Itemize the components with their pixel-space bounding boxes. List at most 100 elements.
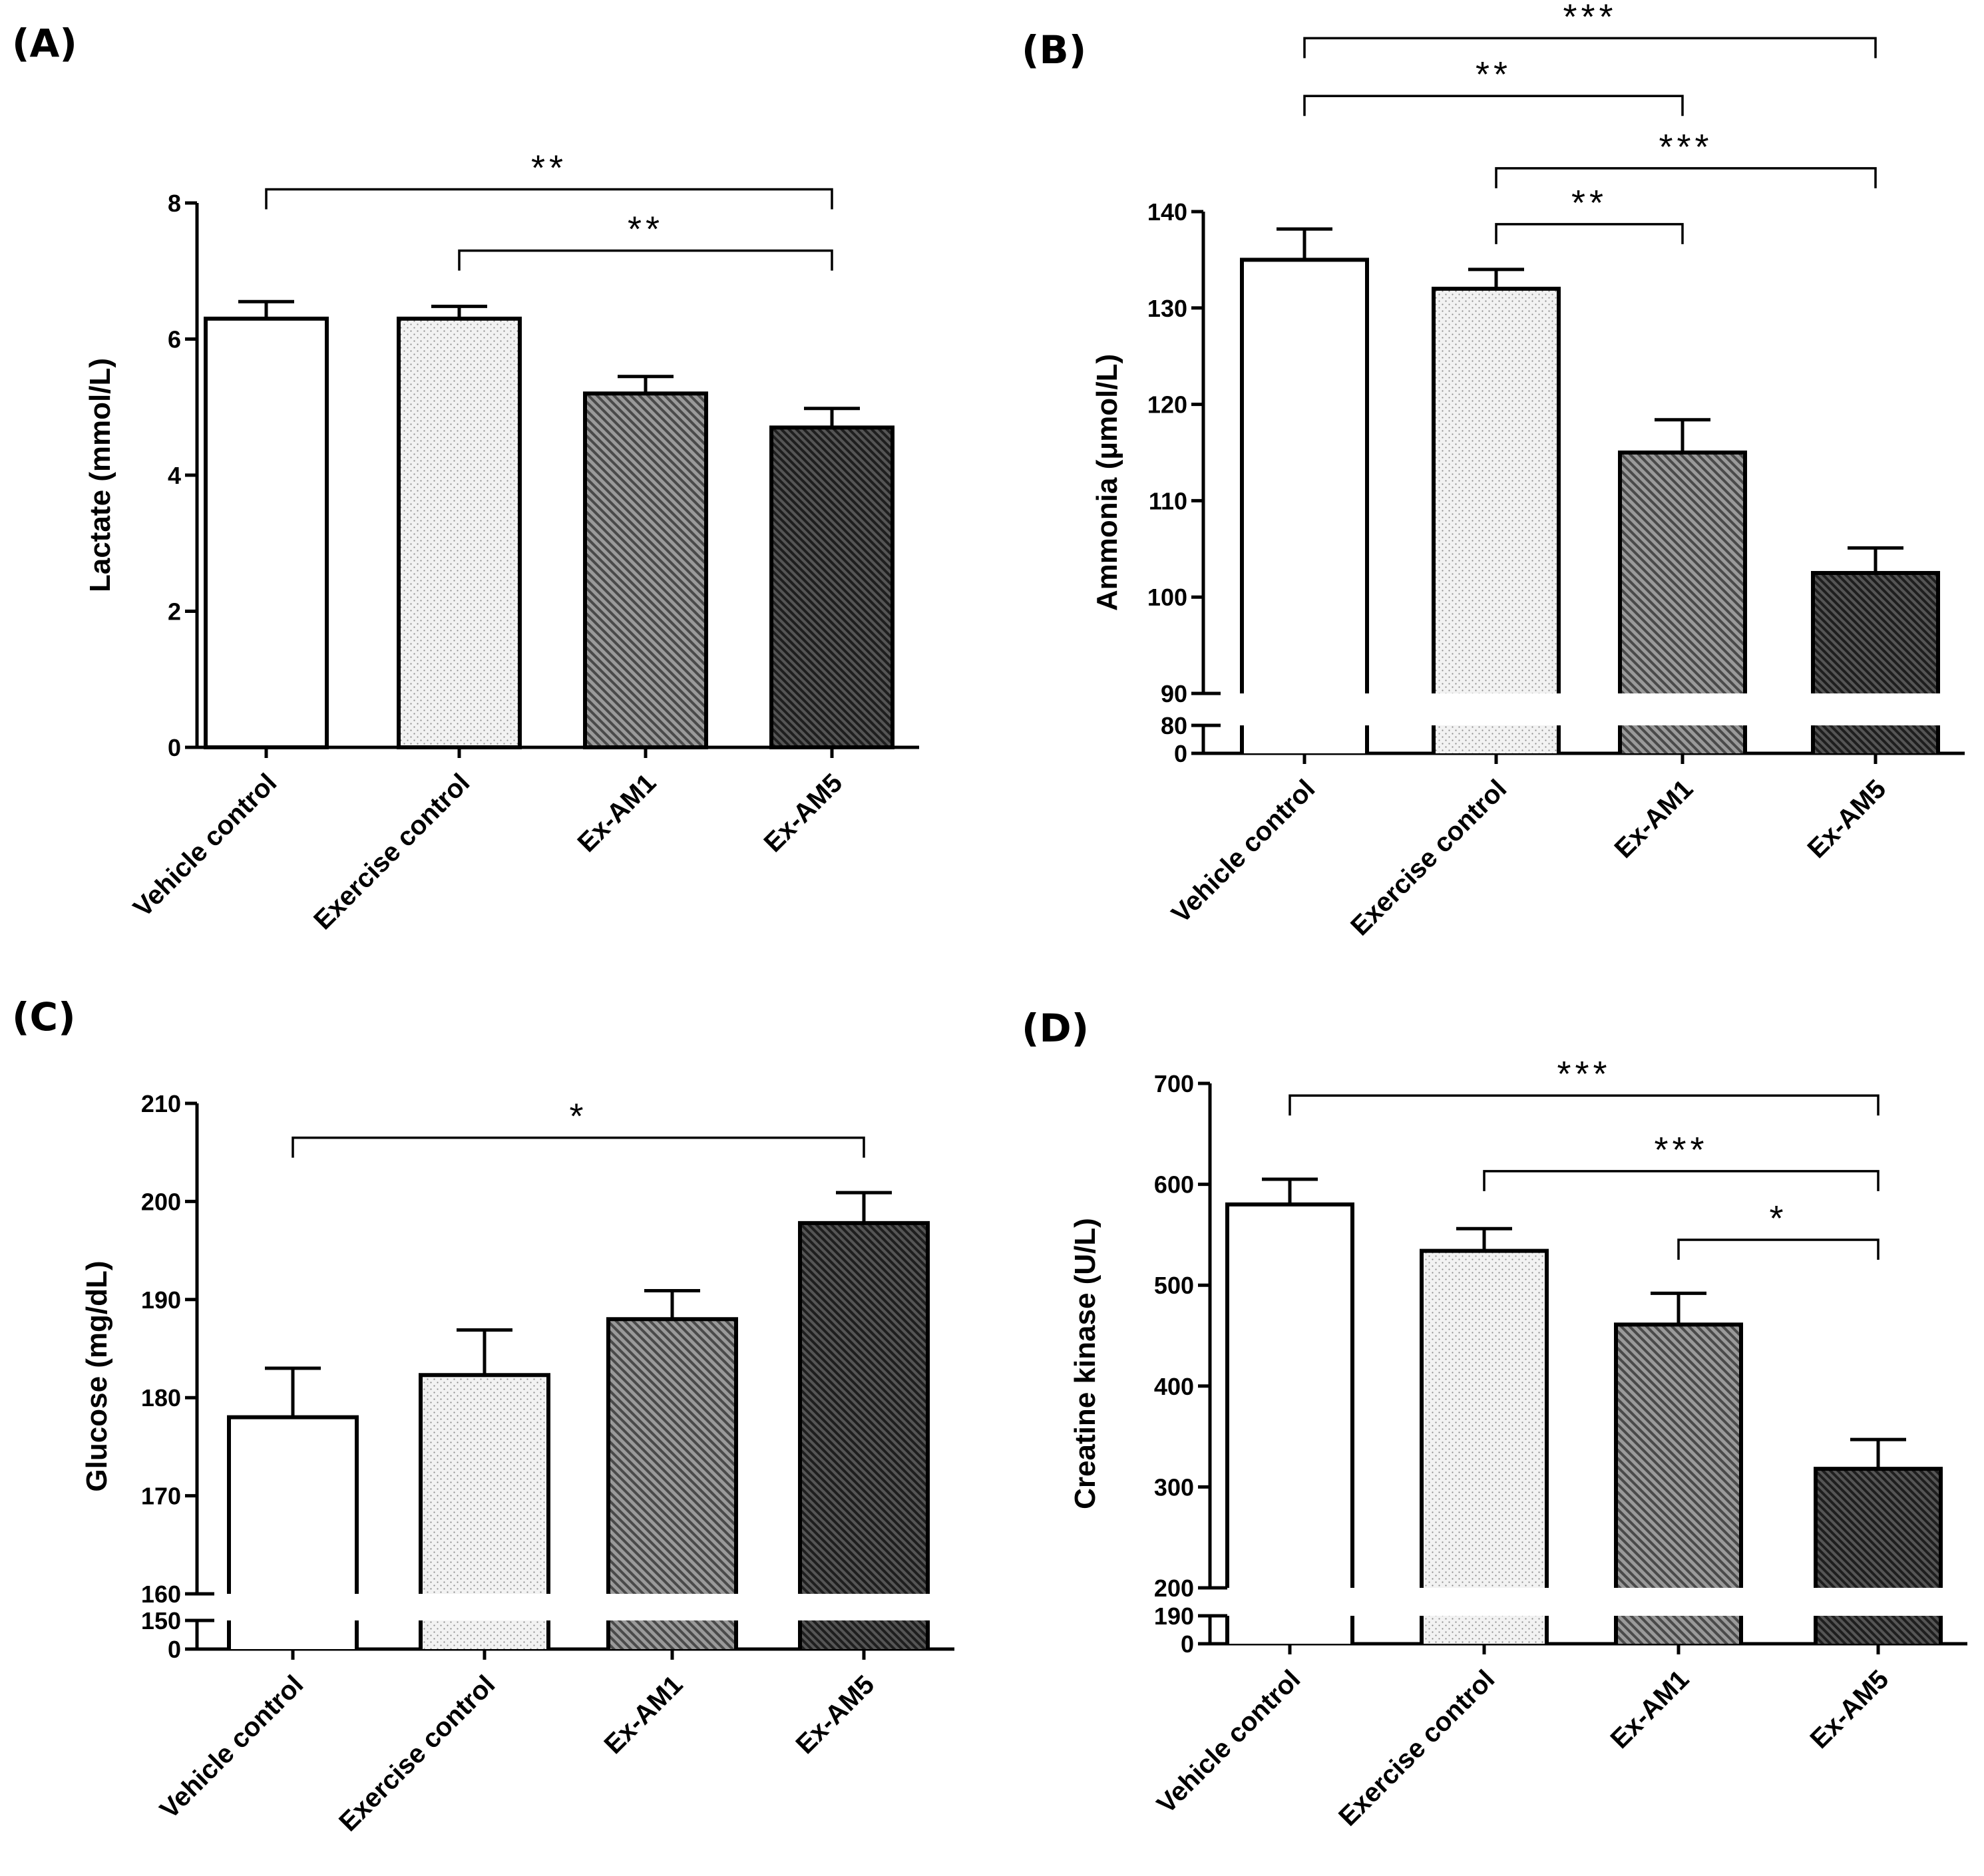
y-tick-label: 500: [1154, 1272, 1194, 1299]
bar-lower-outline: [419, 1620, 550, 1649]
bar-am5: [1814, 1437, 1943, 1644]
significance-bracket: ***: [1289, 1054, 1880, 1116]
x-category-label: Ex-AM1: [599, 1670, 689, 1760]
bracket-line: [1303, 94, 1684, 116]
y-tick-label: 190: [1154, 1602, 1194, 1630]
significance-stars: **: [1476, 55, 1511, 94]
y-tick-label: 300: [1154, 1473, 1194, 1501]
bar-am1: [583, 375, 708, 749]
x-category-label: Exercise control: [1333, 1664, 1500, 1831]
panel-label: (A): [12, 21, 77, 66]
x-category-label: Vehicle control: [1166, 774, 1320, 928]
y-tick-label: 6: [168, 326, 181, 353]
significance-bracket: ***: [1483, 1130, 1880, 1191]
bar-vehicle: [227, 1366, 359, 1649]
bar-upper-fill: [1620, 453, 1745, 693]
bar-upper-fill: [1227, 1204, 1352, 1588]
bar-lower-outline: [1614, 1616, 1743, 1644]
bar-lower-fill: [1422, 1616, 1547, 1644]
bar-upper-fill: [1616, 1324, 1741, 1588]
chart-panel-b: (B) 080 90 100 110 120 130 140 Ammonia (μmol/L) V…: [1022, 0, 1965, 941]
significance-bracket: **: [1303, 55, 1684, 116]
bar-upper-fill: [1813, 573, 1938, 693]
bar-upper-outline: [798, 1220, 930, 1594]
bracket-line: [1303, 37, 1877, 59]
bar-vehicle: [204, 299, 329, 749]
significance-stars: **: [1571, 183, 1607, 223]
y-tick-label: 170: [141, 1483, 181, 1510]
bar-lower-outline: [606, 1620, 738, 1649]
bar-am5: [769, 407, 894, 749]
significance-stars: ***: [1563, 0, 1617, 37]
bar-am1: [1618, 418, 1747, 753]
bar: [204, 316, 329, 749]
bar-lower-outline: [1240, 725, 1369, 753]
bar-upper-fill: [421, 1375, 548, 1594]
bracket-line: [292, 1136, 865, 1158]
x-category-label: Exercise control: [1345, 774, 1512, 941]
bar-lower-outline: [1814, 1616, 1943, 1644]
y-tick-label: 0: [168, 1636, 181, 1663]
y-tick-label: 90: [1161, 680, 1187, 707]
bar-upper-fill: [800, 1222, 928, 1594]
y-tick-label: 140: [1147, 198, 1187, 226]
significance-stars: **: [628, 210, 664, 250]
y-axis-title: Ammonia (μmol/L): [1091, 354, 1123, 611]
y-tick-label: 0: [1174, 740, 1187, 767]
significance-bracket: *: [292, 1097, 865, 1158]
y-tick-label: 210: [141, 1090, 181, 1117]
significance-stars: ***: [1659, 127, 1712, 167]
significance-stars: ***: [1557, 1054, 1611, 1094]
bracket-line: [1483, 1170, 1880, 1191]
significance-stars: *: [569, 1097, 587, 1137]
y-tick-label: 8: [168, 190, 181, 217]
significance-bracket: **: [458, 210, 833, 271]
bar-lower-outline: [1420, 1616, 1549, 1644]
bar-lower-fill: [800, 1620, 928, 1649]
bar: [583, 391, 708, 749]
bracket-line: [265, 188, 833, 210]
x-category-label: Ex-AM5: [791, 1670, 881, 1760]
significance-stars: **: [531, 148, 567, 188]
y-tick-label: 80: [1161, 712, 1187, 739]
significance-bracket: ***: [1495, 127, 1877, 188]
bar-lower-fill: [1227, 1616, 1352, 1644]
bar-am5: [1811, 546, 1940, 753]
y-tick-label: 0: [1181, 1630, 1194, 1658]
y-axis-title: Glucose (mg/dL): [81, 1260, 113, 1491]
bar-upper-fill: [1242, 260, 1367, 693]
bar-upper-fill: [608, 1319, 736, 1594]
y-tick-label: 200: [1154, 1575, 1194, 1602]
y-axis-title: Creatine kinase (U/L): [1069, 1218, 1101, 1509]
x-category-label: Vehicle control: [128, 768, 282, 922]
y-tick-label: 0: [168, 734, 181, 761]
significance-bracket: **: [1495, 183, 1684, 244]
y-tick-label: 700: [1154, 1070, 1194, 1097]
significance-stars: ***: [1654, 1130, 1708, 1170]
x-category-label: Vehicle control: [154, 1670, 309, 1824]
bar-lower-fill: [229, 1620, 357, 1649]
bar-am1: [1614, 1291, 1743, 1644]
y-tick-label: 100: [1147, 584, 1187, 611]
x-category-label: Vehicle control: [1151, 1664, 1306, 1819]
bar-lower-outline: [798, 1620, 930, 1649]
bar-lower-fill: [421, 1620, 548, 1649]
y-tick-label: 130: [1147, 295, 1187, 322]
x-category-label: Exercise control: [333, 1670, 500, 1837]
y-tick-label: 190: [141, 1286, 181, 1314]
y-tick-label: 160: [141, 1581, 181, 1608]
bar-lower-outline: [1811, 725, 1940, 753]
bar-am1: [606, 1289, 738, 1649]
bar-upper-fill: [1422, 1250, 1547, 1588]
x-category-label: Ex-AM5: [1805, 1664, 1895, 1754]
bar-lower-fill: [1813, 725, 1938, 753]
bracket-line: [458, 249, 833, 271]
bar-lower-fill: [1816, 1616, 1941, 1644]
y-tick-label: 600: [1154, 1171, 1194, 1199]
bar-lower-outline: [227, 1620, 359, 1649]
bar-vehicle: [1240, 227, 1369, 753]
